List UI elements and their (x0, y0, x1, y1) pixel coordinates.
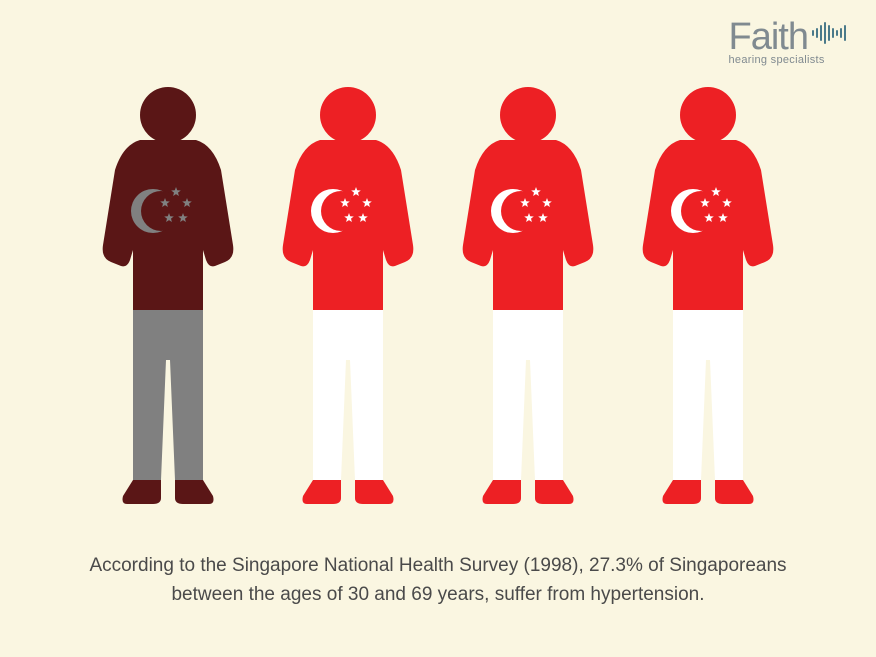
logo-row: Faith (729, 18, 846, 56)
wave-bar (836, 30, 838, 36)
person-figure (623, 80, 793, 530)
wave-bar (840, 28, 842, 38)
wave-bar (816, 28, 818, 38)
logo-brand-text: Faith (729, 18, 808, 56)
person-figure (263, 80, 433, 530)
wave-bar (828, 25, 830, 41)
figures-row (0, 80, 876, 530)
wave-bar (844, 25, 846, 41)
wave-bar (824, 22, 826, 44)
wave-bar (812, 30, 814, 36)
sound-wave-icon (812, 22, 846, 44)
wave-bar (832, 28, 834, 38)
caption-text: According to the Singapore National Heal… (0, 552, 876, 609)
wave-bar (820, 25, 822, 41)
logo-tagline: hearing specialists (729, 54, 846, 66)
infographic-canvas: Faith hearing specialists (0, 0, 876, 657)
person-figure (443, 80, 613, 530)
brand-logo: Faith hearing specialists (729, 18, 846, 66)
person-figure-affected (83, 80, 253, 530)
